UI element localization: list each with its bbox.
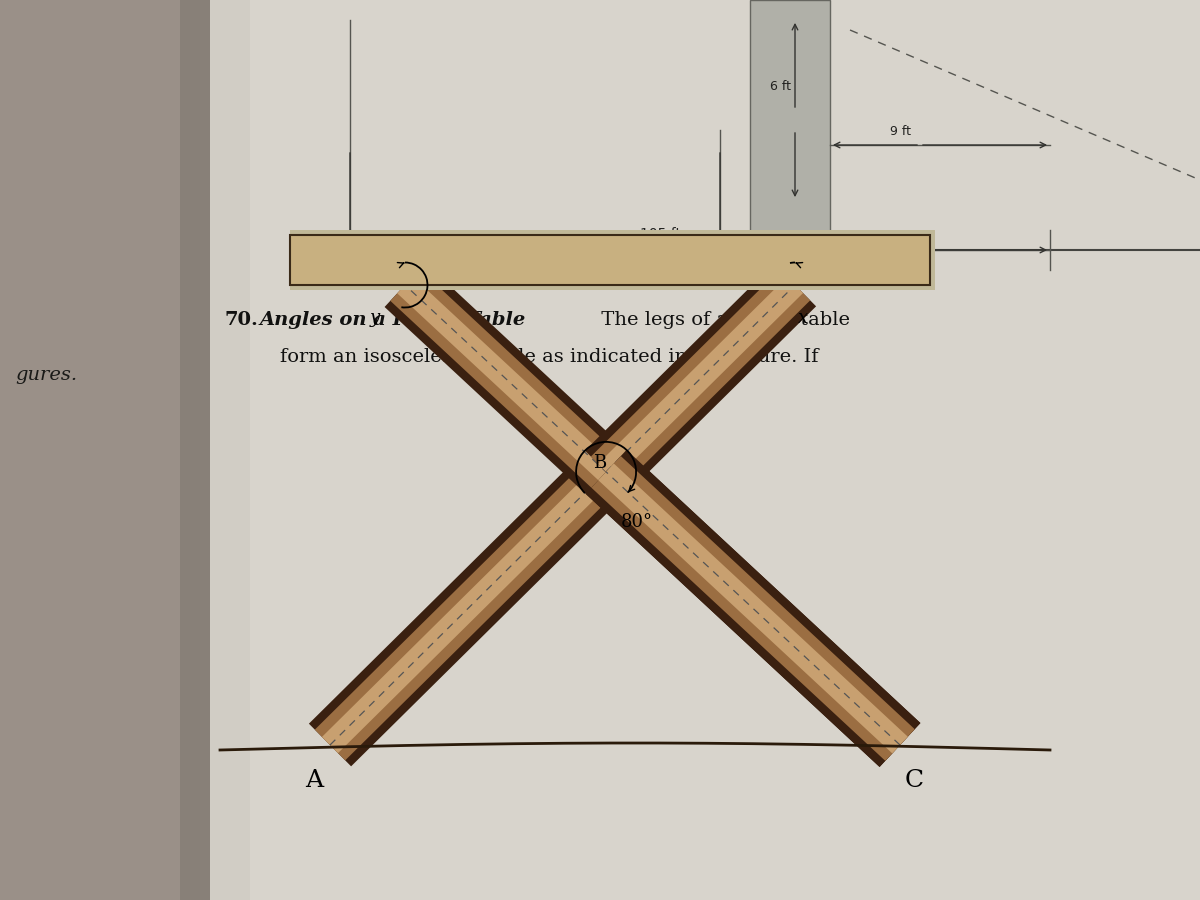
Polygon shape <box>590 270 810 487</box>
Text: y: y <box>370 309 380 327</box>
Polygon shape <box>308 451 628 766</box>
Polygon shape <box>598 277 803 480</box>
Text: B: B <box>593 454 606 472</box>
Text: The legs of a picnic table: The legs of a picnic table <box>595 311 850 329</box>
Polygon shape <box>314 456 622 760</box>
Polygon shape <box>210 0 250 900</box>
Polygon shape <box>397 276 907 753</box>
Text: 105 ft: 105 ft <box>640 227 682 241</box>
Polygon shape <box>750 0 830 250</box>
Polygon shape <box>586 450 920 767</box>
Text: x: x <box>798 309 808 327</box>
Text: gures.: gures. <box>14 366 77 384</box>
Text: 70.: 70. <box>226 311 259 329</box>
Polygon shape <box>584 264 816 493</box>
Text: Angles on a Picnic Table: Angles on a Picnic Table <box>260 311 527 329</box>
Polygon shape <box>180 0 210 900</box>
Text: A: A <box>305 769 323 792</box>
Polygon shape <box>290 230 935 290</box>
Polygon shape <box>322 464 614 753</box>
Polygon shape <box>599 464 907 753</box>
Polygon shape <box>0 0 210 900</box>
Polygon shape <box>290 235 930 285</box>
Polygon shape <box>384 263 920 767</box>
Polygon shape <box>390 269 914 760</box>
Text: C: C <box>905 769 924 792</box>
Polygon shape <box>210 0 1200 900</box>
Text: form an isosceles triangle as indicated in the figure. If: form an isosceles triangle as indicated … <box>254 348 818 366</box>
Text: 6 ft: 6 ft <box>770 80 791 93</box>
Polygon shape <box>592 456 914 760</box>
Text: 80°: 80° <box>622 513 653 531</box>
Text: 9 ft: 9 ft <box>890 125 911 138</box>
